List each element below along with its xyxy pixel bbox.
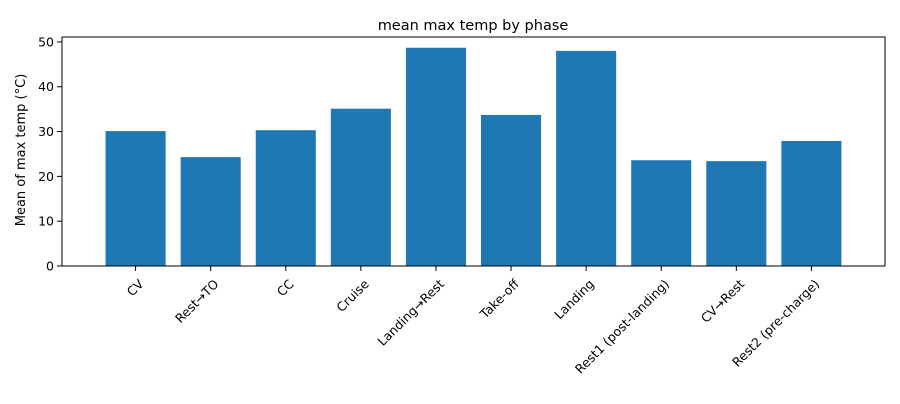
y-tick-label: 10 bbox=[38, 214, 54, 229]
bars bbox=[105, 47, 842, 267]
bar bbox=[405, 47, 466, 267]
bar bbox=[330, 108, 391, 266]
bar bbox=[556, 50, 617, 266]
bar bbox=[180, 157, 241, 266]
y-tick-label: 30 bbox=[38, 124, 54, 139]
y-tick-label: 0 bbox=[46, 259, 54, 274]
y-axis-ticks: 0 10 20 30 40 50 bbox=[38, 34, 62, 274]
y-tick-label: 50 bbox=[38, 34, 54, 49]
y-tick-label: 40 bbox=[38, 79, 54, 94]
bar bbox=[255, 130, 316, 266]
bar bbox=[781, 140, 842, 266]
chart-title: mean max temp by phase bbox=[378, 18, 569, 34]
bar bbox=[706, 161, 767, 266]
bar bbox=[481, 114, 542, 266]
y-tick-label: 20 bbox=[38, 169, 54, 184]
y-axis-label: Mean of max temp (°C) bbox=[14, 74, 29, 227]
bar bbox=[105, 131, 166, 266]
bar bbox=[631, 160, 692, 266]
plot-frame bbox=[61, 36, 886, 267]
